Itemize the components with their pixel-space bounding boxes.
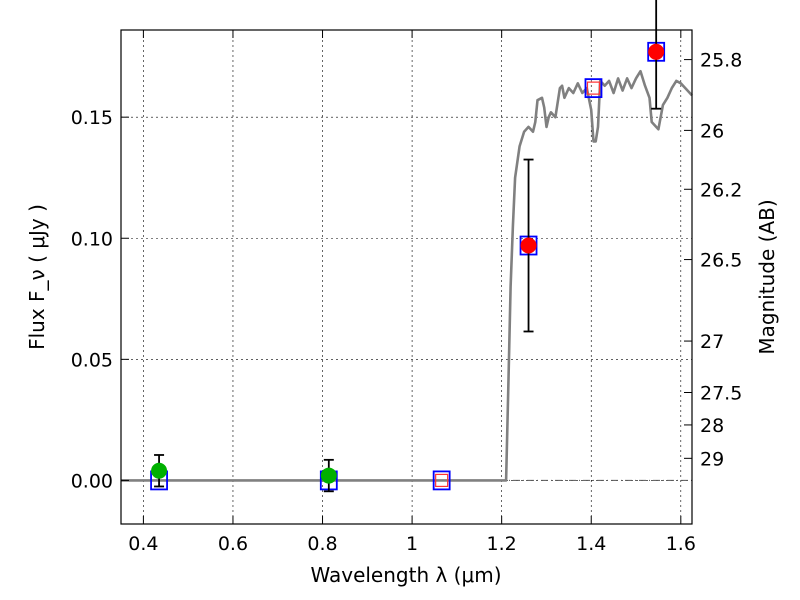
observed-nir-point bbox=[520, 237, 537, 254]
tick-layer: 0.4 0.6 0.8 1 1.2 1.4 1.6 0.00 0.05 0.10 0.15 25.8 2… bbox=[71, 30, 742, 555]
y-axis-label: Flux F_ν ( μJy ) bbox=[25, 204, 49, 350]
y-axis-label-text: Flux F_ν ( μJy ) bbox=[25, 204, 49, 350]
model-point-square bbox=[584, 78, 603, 99]
y2-axis-label: Magnitude (AB) bbox=[755, 199, 779, 354]
model-spectrum-line bbox=[121, 69, 693, 482]
model-point-square bbox=[432, 470, 451, 491]
x-tick-label: 1.2 bbox=[487, 533, 517, 555]
y2-axis-label-text: Magnitude (AB) bbox=[755, 199, 779, 354]
x-tick-label: 0.8 bbox=[307, 533, 337, 555]
upper-limit-marker bbox=[435, 473, 449, 488]
x-tick-label: 0.6 bbox=[218, 533, 248, 555]
x-tick-label: 1 bbox=[406, 533, 418, 555]
y2-tick-label: 26.2 bbox=[700, 179, 742, 201]
series-layer bbox=[121, 0, 693, 493]
y2-tick-label: 27 bbox=[700, 331, 724, 353]
y-tick-label: 0.00 bbox=[71, 470, 113, 492]
observed-optical-point bbox=[320, 467, 337, 484]
x-tick-label: 0.4 bbox=[128, 533, 158, 555]
x-tick-label: 1.4 bbox=[576, 533, 606, 555]
upper-limit-marker bbox=[586, 81, 601, 95]
y-tick-label: 0.10 bbox=[71, 228, 113, 250]
x-tick-label: 1.6 bbox=[666, 533, 696, 555]
plot-frame bbox=[120, 29, 693, 525]
y2-tick-label: 25.8 bbox=[700, 50, 742, 72]
x-axis-label: Wavelength λ (μm) bbox=[310, 563, 501, 587]
observed-optical-point bbox=[151, 462, 168, 479]
y2-tick-label: 26 bbox=[700, 120, 724, 142]
observed-nir-point bbox=[648, 43, 665, 60]
x-axis-label-text: Wavelength λ (μm) bbox=[310, 563, 501, 587]
y2-tick-label: 29 bbox=[700, 448, 724, 470]
y-tick-label: 0.05 bbox=[71, 349, 113, 371]
y2-tick-label: 26.5 bbox=[700, 250, 742, 272]
y2-tick-label: 28 bbox=[700, 415, 724, 437]
y-tick-label: 0.15 bbox=[71, 107, 113, 129]
y2-tick-label: 27.5 bbox=[700, 382, 742, 404]
